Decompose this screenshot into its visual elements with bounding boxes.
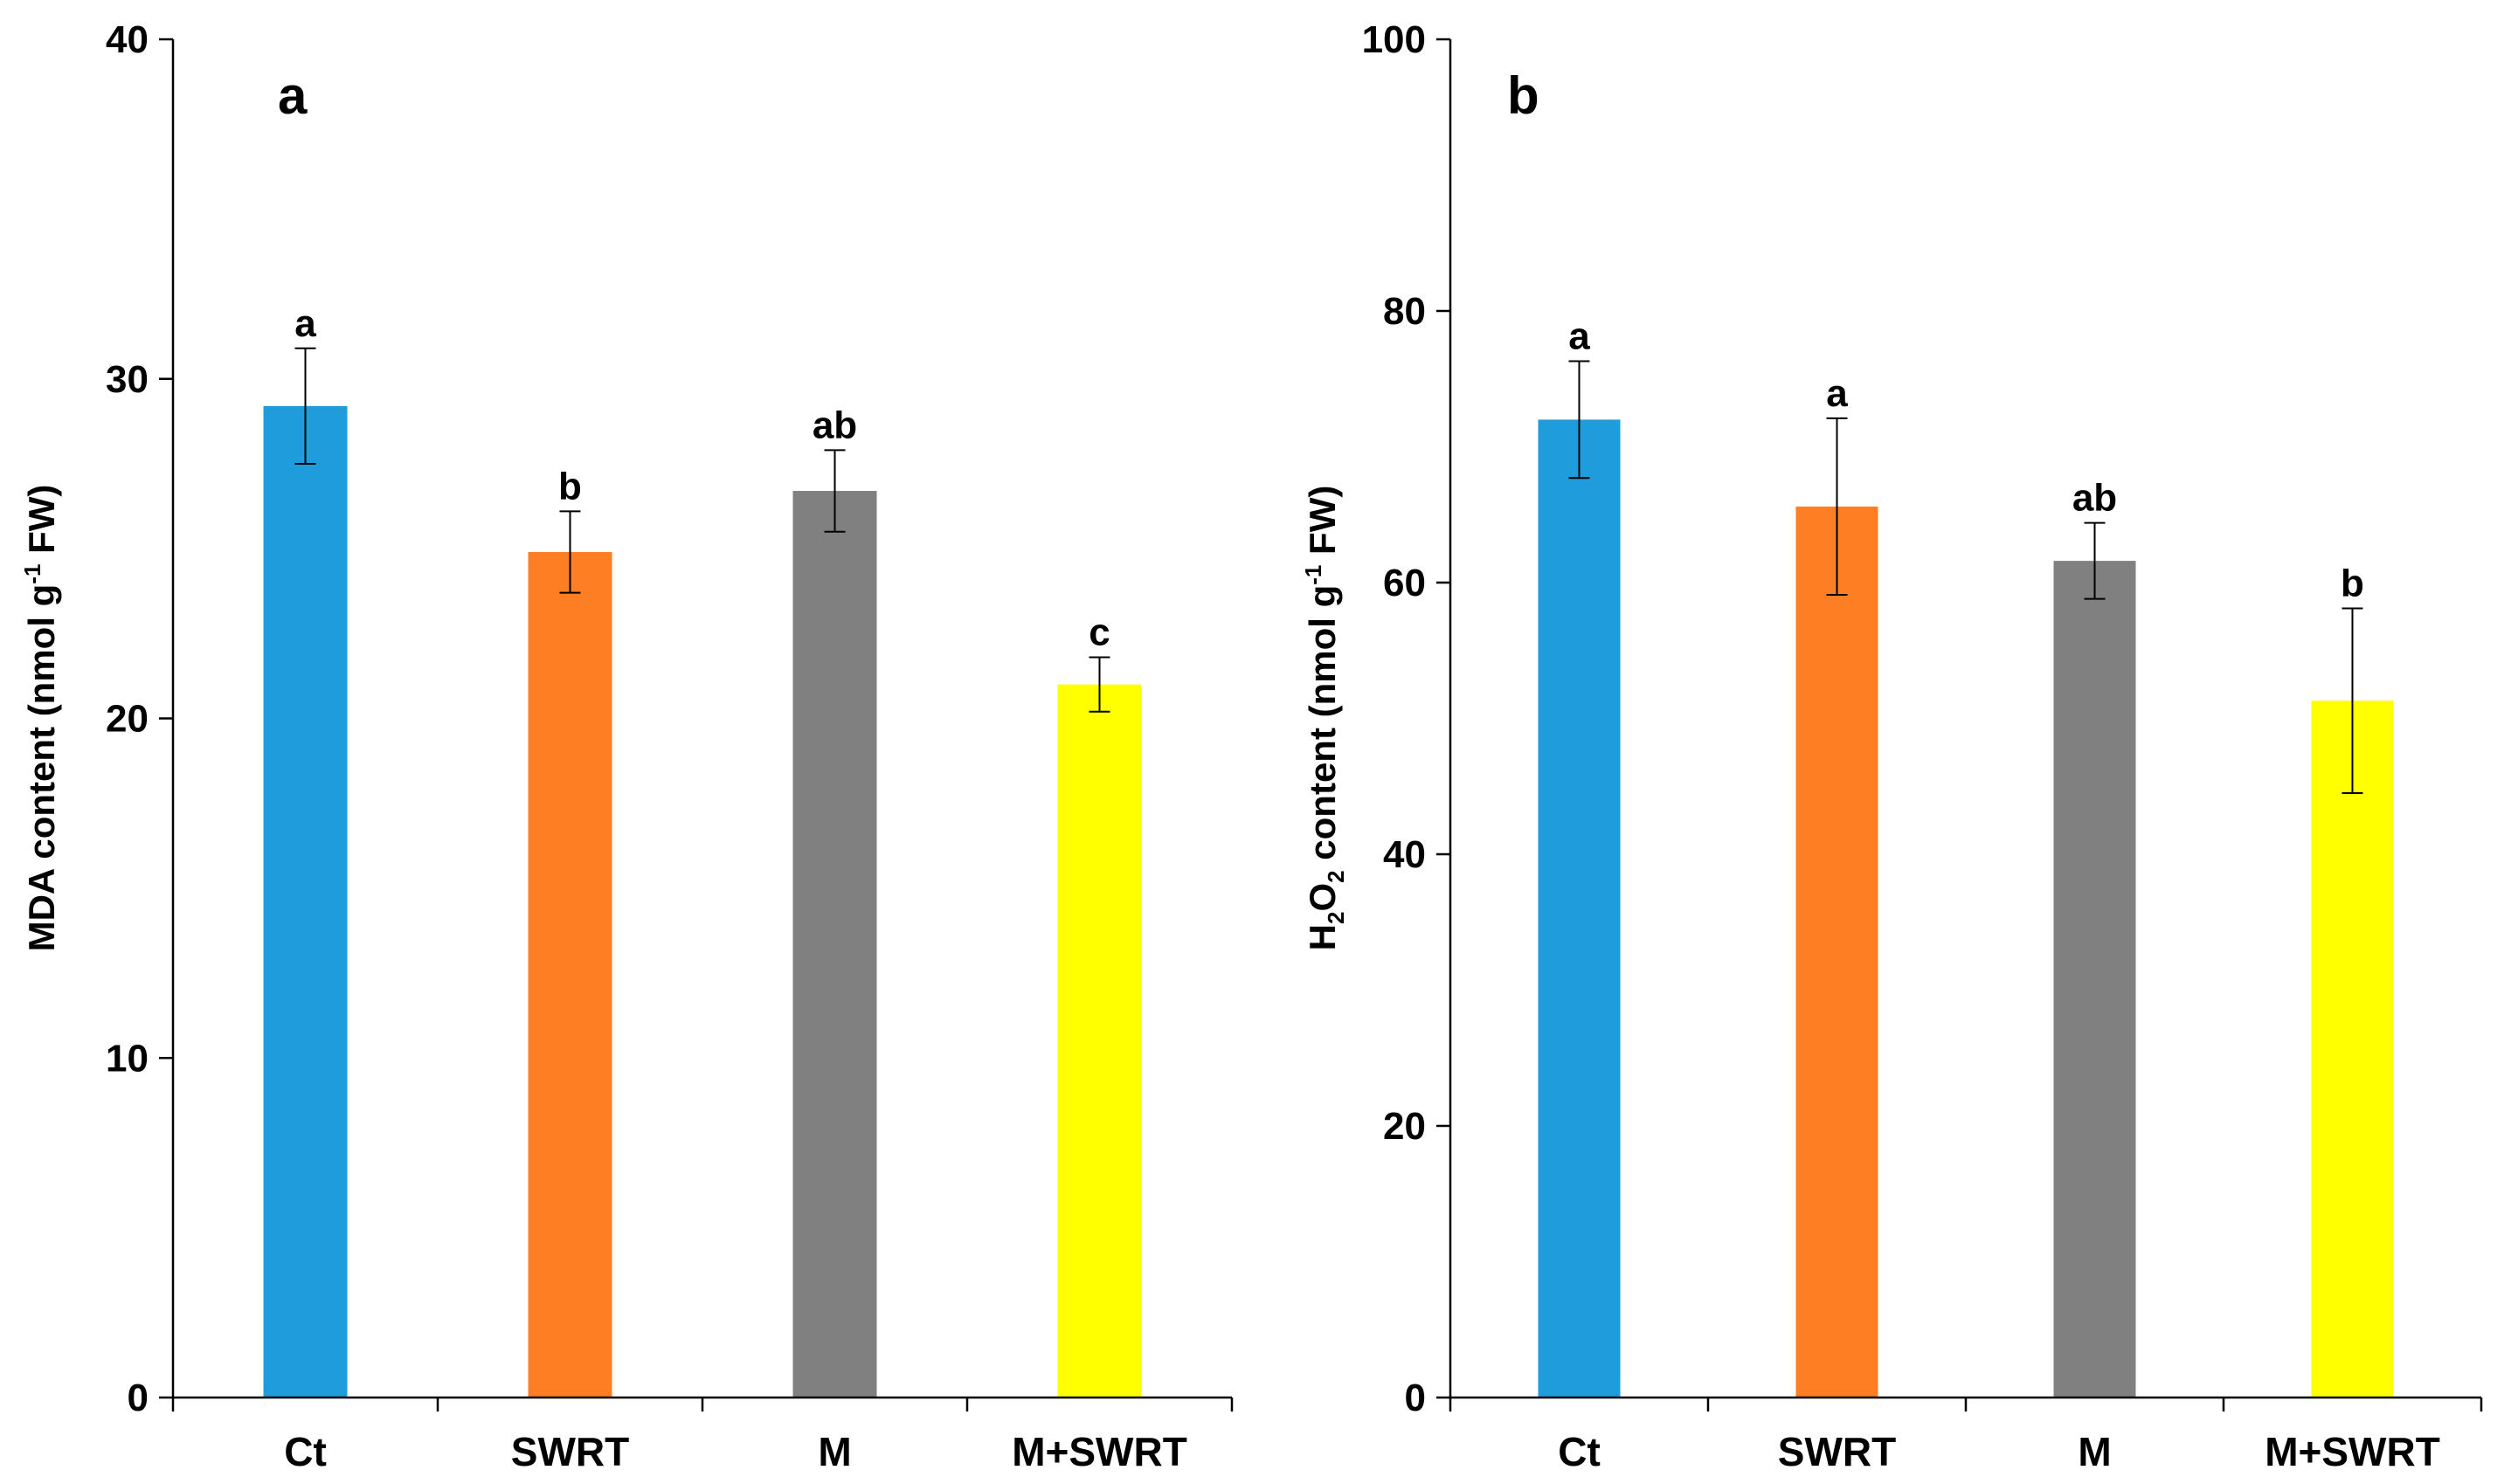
significance-label: b bbox=[2341, 563, 2364, 605]
error-bar bbox=[2341, 607, 2363, 795]
error-bar bbox=[1568, 360, 1590, 480]
error-bar bbox=[824, 449, 846, 533]
y-tick-label: 0 bbox=[1405, 1377, 1426, 1419]
error-bar bbox=[294, 347, 316, 465]
y-ticks-a: 0 10 20 30 40 bbox=[106, 18, 173, 1419]
y-tick-label: 60 bbox=[1383, 562, 1426, 604]
x-category-label: Ct bbox=[1558, 1429, 1601, 1474]
y-ticks-b: 0 20 40 60 80 100 bbox=[1362, 18, 1450, 1419]
significance-label: a bbox=[1568, 315, 1590, 358]
y-axis-title-b-main: content (nmol g bbox=[1302, 585, 1343, 871]
y-axis-title-b-sup: -1 bbox=[1300, 565, 1326, 585]
x-category-label: Ct bbox=[284, 1429, 327, 1474]
significance-label: b bbox=[558, 465, 582, 507]
bar-a-ct bbox=[263, 405, 348, 1398]
error-bar bbox=[2084, 521, 2106, 600]
y-tick-label: 10 bbox=[106, 1037, 149, 1080]
error-bars-b: a a ab b bbox=[1568, 315, 2364, 795]
panel-label-a: a bbox=[278, 66, 308, 125]
x-category-label: M bbox=[2078, 1429, 2111, 1474]
y-axis-title-a-sup: -1 bbox=[19, 564, 45, 584]
y-axis-title-a-tail: FW) bbox=[21, 485, 62, 564]
y-axis-title-a-main: MDA content (nmol g bbox=[21, 584, 62, 952]
error-bar bbox=[559, 510, 581, 594]
y-tick-label: 20 bbox=[106, 698, 149, 741]
y-tick-label: 100 bbox=[1362, 18, 1426, 61]
y-axis-title-a: MDA content (nmol g-1 FW) bbox=[19, 485, 62, 952]
x-ticks-a: Ct SWRT M M+SWRT bbox=[171, 1398, 1234, 1474]
x-category-label: SWRT bbox=[1778, 1429, 1896, 1474]
y-axis-title-b-sub2: 2 bbox=[1323, 870, 1349, 882]
y-tick-label: 40 bbox=[106, 18, 149, 61]
y-tick-label: 40 bbox=[1383, 833, 1426, 876]
chart-panel-b: a a ab b 0 20 40 60 80 100 Ct SWRT M M+SWRT b H2O2 … bbox=[1300, 18, 2483, 1474]
y-axis-title-b: H2O2 content (nmol g-1 FW) bbox=[1300, 486, 1349, 951]
y-tick-label: 80 bbox=[1383, 290, 1426, 333]
bar-b-m-swrt bbox=[2311, 701, 2394, 1398]
bar-a-m bbox=[792, 491, 877, 1398]
error-bar bbox=[1089, 656, 1110, 713]
y-tick-label: 20 bbox=[1383, 1105, 1426, 1148]
x-category-label: M+SWRT bbox=[2265, 1429, 2440, 1474]
bar-a-swrt bbox=[528, 552, 612, 1398]
y-axis-title-b-sub1: 2 bbox=[1323, 912, 1349, 924]
bar-b-swrt bbox=[1795, 506, 1878, 1398]
y-axis-title-b-o: O bbox=[1302, 883, 1343, 912]
y-axis-title-b-h: H bbox=[1302, 924, 1343, 950]
bar-a-m-swrt bbox=[1057, 684, 1142, 1398]
y-axis-title-b-tail: FW) bbox=[1302, 486, 1343, 565]
bar-b-ct bbox=[1538, 419, 1621, 1398]
bars-b bbox=[1538, 419, 2394, 1398]
error-bar bbox=[1826, 417, 1848, 596]
bars-a bbox=[263, 405, 1142, 1398]
significance-label: a bbox=[294, 302, 316, 345]
bar-b-m bbox=[2053, 561, 2136, 1398]
x-category-label: M bbox=[818, 1429, 851, 1474]
x-category-label: M+SWRT bbox=[1012, 1429, 1187, 1474]
x-ticks-b: Ct SWRT M M+SWRT bbox=[1449, 1398, 2483, 1474]
y-tick-label: 30 bbox=[106, 358, 149, 401]
significance-label: ab bbox=[2072, 477, 2117, 520]
significance-label: a bbox=[1826, 372, 1848, 415]
significance-label: c bbox=[1089, 611, 1110, 654]
panel-label-b: b bbox=[1507, 66, 1539, 125]
y-tick-label: 0 bbox=[128, 1377, 149, 1419]
significance-label: ab bbox=[813, 404, 857, 446]
x-category-label: SWRT bbox=[511, 1429, 629, 1474]
